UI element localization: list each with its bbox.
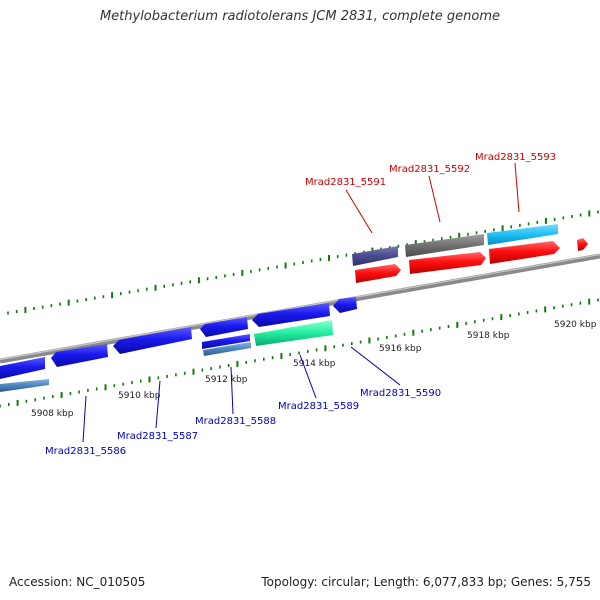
kbp-label: 5918 kbp (467, 331, 510, 341)
gene-arrow-blue-6[interactable] (333, 297, 357, 313)
gene-arrow-red-1[interactable] (355, 264, 401, 283)
gene-arrow-5588[interactable] (202, 334, 250, 349)
gene-arrow-red-4[interactable] (577, 238, 588, 251)
accession-text: Accession: NC_010505 (9, 575, 146, 589)
gene-arrow-5591[interactable] (352, 246, 398, 266)
gene-label-5593[interactable]: Mrad2831_5593 (475, 152, 556, 163)
gene-label-5590[interactable]: Mrad2831_5590 (360, 388, 441, 399)
kbp-label: 5908 kbp (31, 409, 74, 419)
kbp-label: 5916 kbp (379, 344, 422, 354)
gene-labels-reverse: Mrad2831_5586 Mrad2831_5587 Mrad2831_558… (45, 388, 441, 457)
gene-arrow-red-3[interactable] (489, 241, 560, 264)
leader-line-5587 (155, 380, 161, 429)
gene-label-5587[interactable]: Mrad2831_5587 (117, 431, 198, 442)
kbp-label: 5910 kbp (118, 391, 161, 401)
leader-line-5591 (345, 189, 373, 234)
gene-label-5592[interactable]: Mrad2831_5592 (389, 164, 470, 175)
gene-label-5591[interactable]: Mrad2831_5591 (305, 177, 386, 188)
leader-line-5586 (82, 395, 87, 443)
gene-labels-forward: Mrad2831_5591 Mrad2831_5592 Mrad2831_559… (305, 152, 556, 188)
gene-label-5589[interactable]: Mrad2831_5589 (278, 401, 359, 412)
leader-line-5592 (428, 175, 441, 223)
scale-ticks-lower (0, 298, 599, 408)
forward-gene-track (352, 224, 588, 283)
leader-line-5593 (514, 162, 520, 213)
leader-line-5589 (299, 354, 317, 399)
kbp-label: 5912 kbp (205, 375, 248, 385)
gene-arrow-blue-5[interactable] (252, 303, 330, 327)
leader-line-5588 (230, 366, 234, 415)
gene-arrow-5589[interactable] (254, 320, 333, 346)
gene-arrow-5592[interactable] (405, 234, 484, 257)
kbp-label: 5920 kbp (554, 320, 597, 330)
kbp-scale-labels: 5908 kbp 5910 kbp 5912 kbp 5914 kbp 5916… (31, 320, 597, 419)
genome-backbone-highlight (0, 253, 600, 361)
map-title: Methylobacterium radiotolerans JCM 2831,… (99, 9, 501, 24)
gene-arrow-red-2[interactable] (409, 252, 486, 274)
gene-arrow-5588b[interactable] (203, 342, 251, 356)
gene-arrow-5586[interactable] (0, 379, 49, 392)
gene-label-5588[interactable]: Mrad2831_5588 (195, 416, 276, 427)
gene-label-5586[interactable]: Mrad2831_5586 (45, 446, 126, 457)
reverse-gene-track (0, 297, 357, 392)
gene-arrow-5587[interactable] (51, 344, 108, 367)
kbp-label: 5914 kbp (293, 359, 336, 369)
gene-arrow-blue-4[interactable] (200, 317, 248, 337)
gene-arrow-blue-3[interactable] (113, 327, 192, 354)
gene-arrow-blue-1[interactable] (0, 357, 45, 379)
leader-line-5590 (350, 346, 401, 386)
gene-leader-lines (82, 162, 520, 443)
scale-ticks-upper (7, 210, 599, 315)
gene-arrow-5593[interactable] (487, 224, 558, 245)
topology-text: Topology: circular; Length: 6,077,833 bp… (261, 575, 591, 589)
